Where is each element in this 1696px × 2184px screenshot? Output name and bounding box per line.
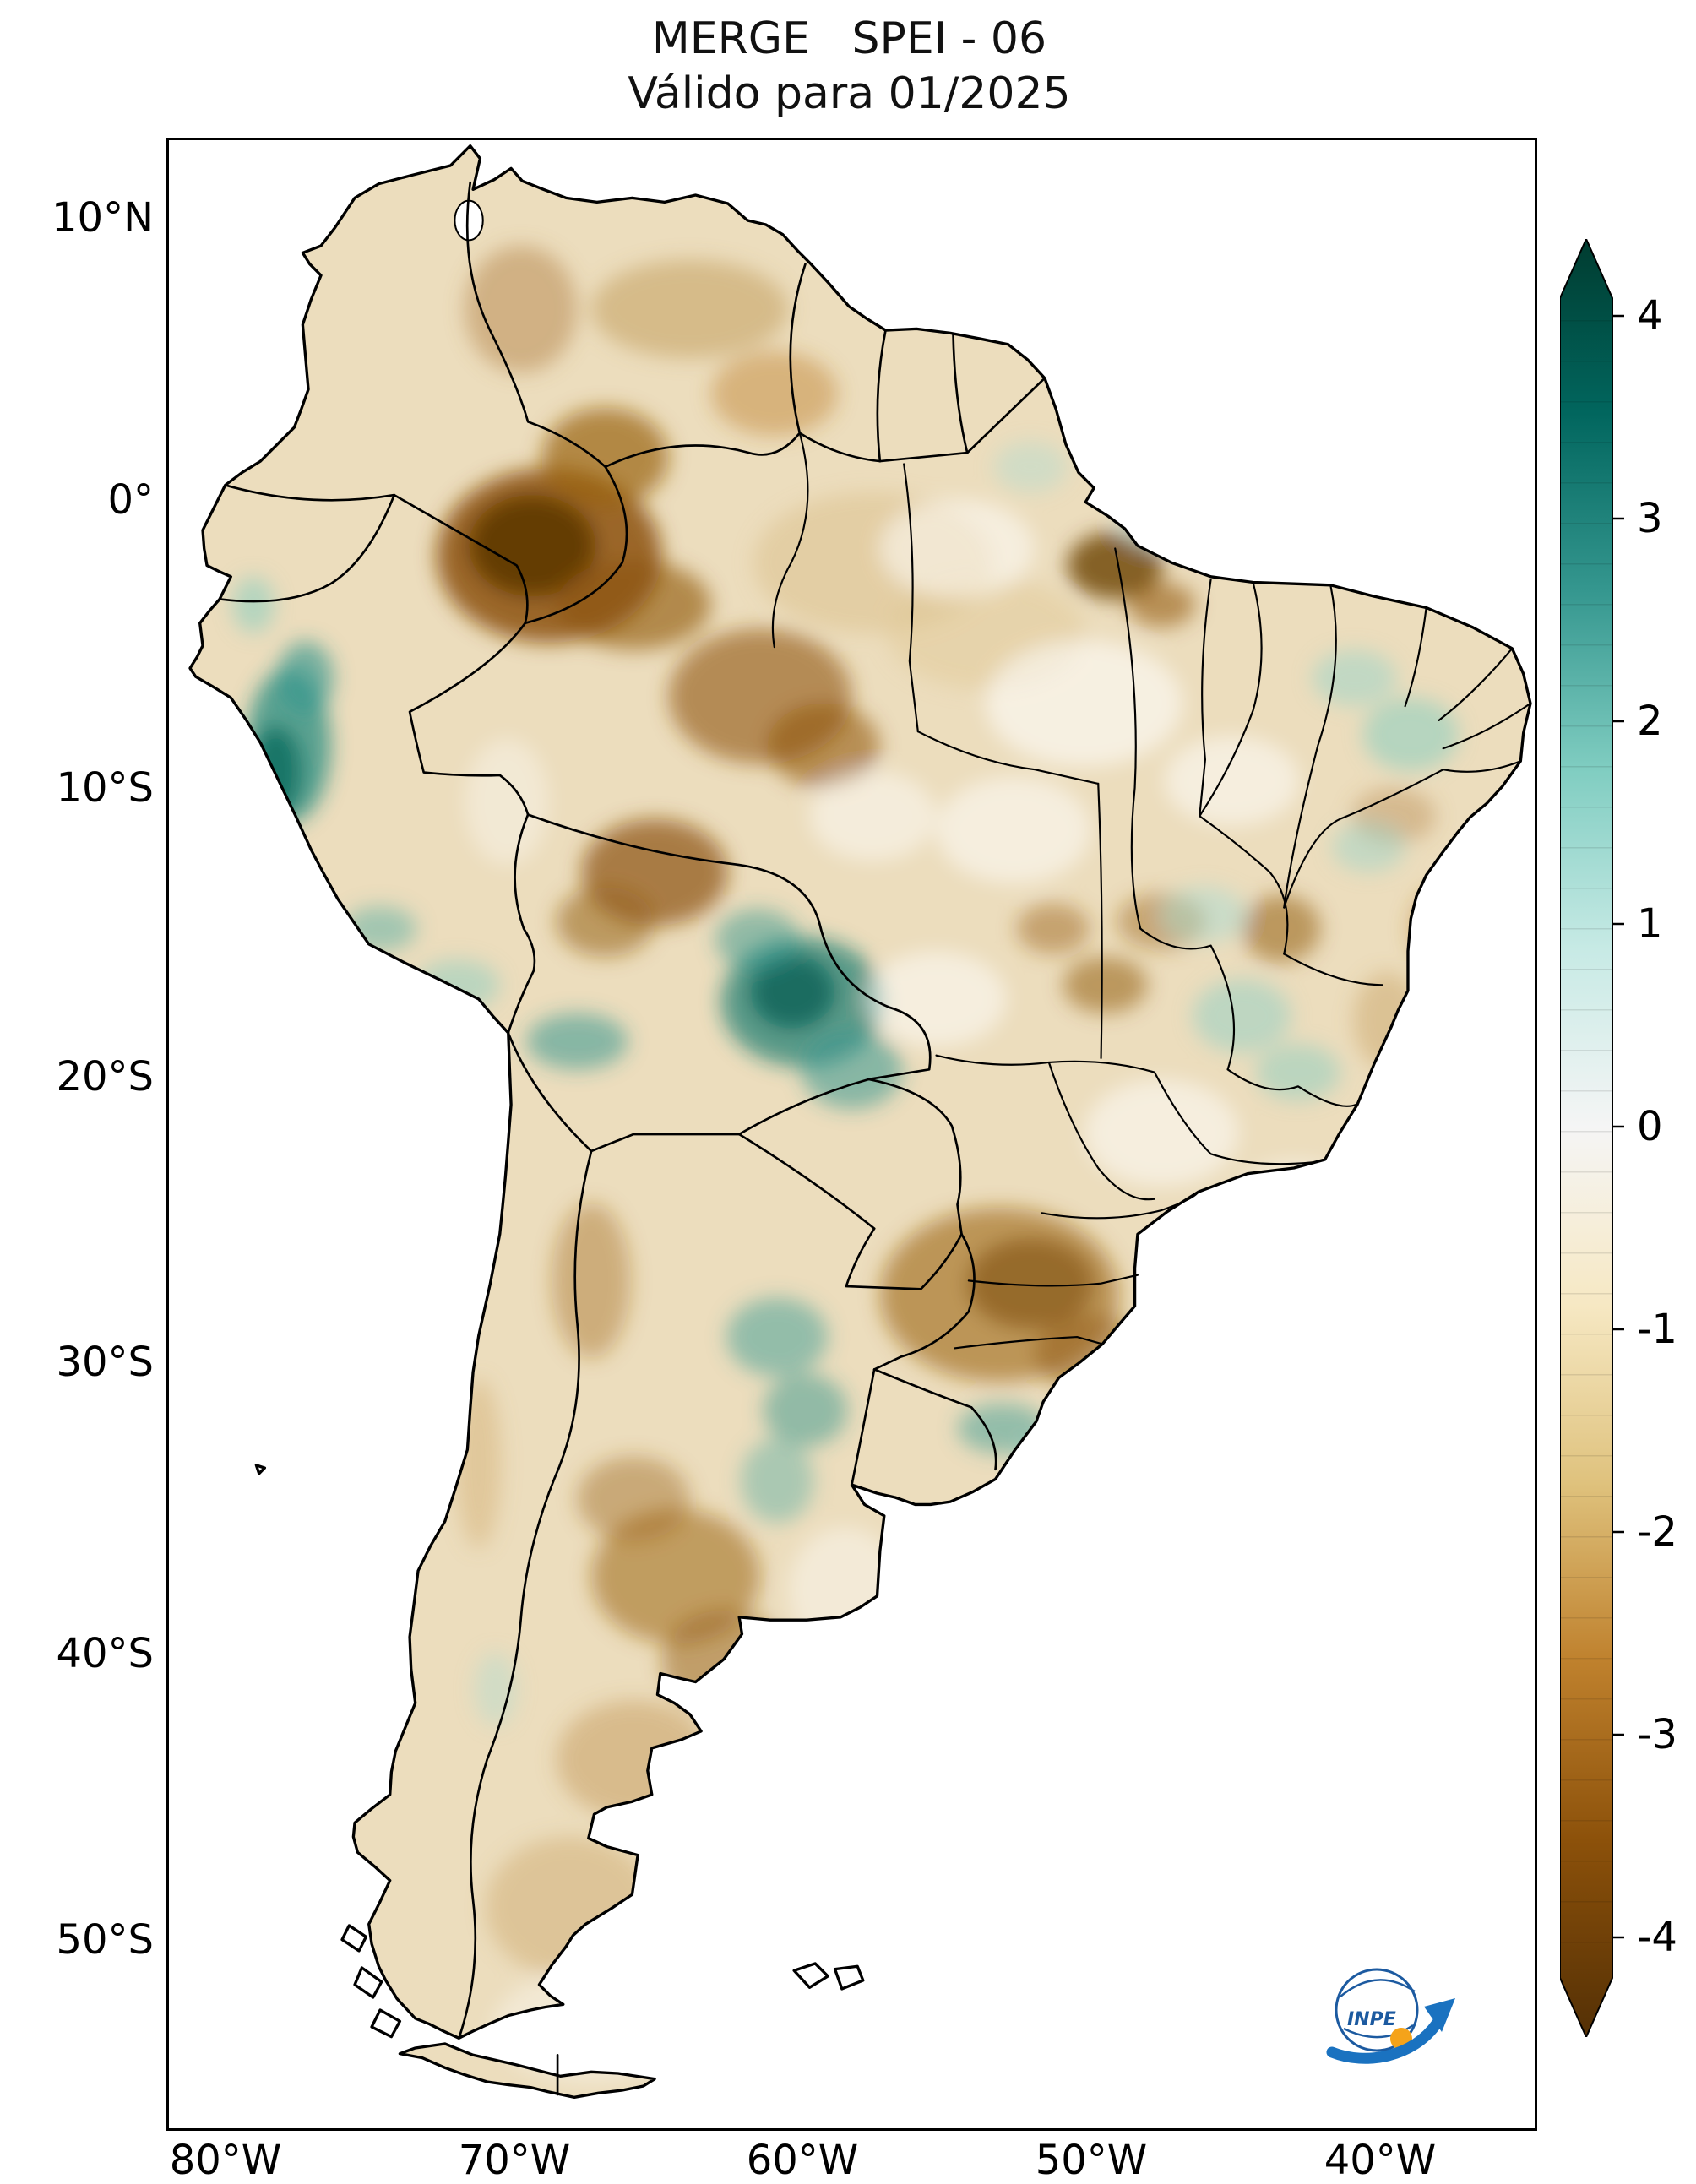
colorbar-segments xyxy=(1561,298,1612,1978)
inpe-swoosh-arrow xyxy=(1326,2018,1443,2064)
colorbar-tick-label: 2 xyxy=(1637,698,1663,745)
inpe-orbit-arc xyxy=(1340,1979,1416,1997)
colorbar-tick-label: 0 xyxy=(1637,1103,1663,1150)
colorbar-tick-marks xyxy=(1612,314,1624,1939)
colorbar-tick-label: -3 xyxy=(1637,1711,1677,1758)
colorbar-graphic xyxy=(1559,236,1624,2040)
y-axis-tick-label: 0° xyxy=(107,476,154,524)
inpe-logo-graphic: INPE xyxy=(1326,1968,1455,2064)
colorbar-tick-label: 4 xyxy=(1637,292,1663,340)
figure-title: MERGE SPEI - 06 Válido para 01/2025 xyxy=(166,12,1532,122)
south-america-map xyxy=(169,140,1535,2128)
x-axis-tick-label: 40°W xyxy=(1324,2137,1437,2184)
title-line-1: MERGE SPEI - 06 xyxy=(651,14,1047,64)
x-axis-tick-label: 70°W xyxy=(458,2137,571,2184)
x-axis-tick-label: 50°W xyxy=(1035,2137,1148,2184)
y-axis-tick-label: 50°S xyxy=(56,1916,154,1964)
colorbar-tick-label: 1 xyxy=(1637,900,1663,948)
colorbar-tick-label: -1 xyxy=(1637,1306,1677,1353)
colorbar xyxy=(1559,236,1624,2040)
x-axis-tick-label: 60°W xyxy=(746,2137,859,2184)
coastline xyxy=(188,144,1532,2099)
map-canvas: INPE xyxy=(166,138,1537,2131)
y-axis-tick-label: 20°S xyxy=(56,1053,154,1100)
y-axis-tick-label: 10°N xyxy=(52,194,154,242)
x-axis-tick-label: 80°W xyxy=(169,2137,282,2184)
y-axis-tick-label: 10°S xyxy=(56,764,154,812)
country-borders xyxy=(218,181,1046,2096)
inpe-logo-text: INPE xyxy=(1347,2009,1396,2030)
title-line-2: Válido para 01/2025 xyxy=(628,68,1071,119)
colorbar-tick-label: -4 xyxy=(1637,1914,1677,1961)
y-axis-tick-label: 30°S xyxy=(56,1339,154,1386)
colorbar-tick-label: 3 xyxy=(1637,495,1663,542)
y-axis-tick-label: 40°S xyxy=(56,1630,154,1677)
colorbar-tick-label: -2 xyxy=(1637,1508,1677,1556)
inpe-arrowhead xyxy=(1424,1998,1455,2032)
state-borders xyxy=(771,432,1532,1350)
inpe-logo: INPE xyxy=(1313,1954,1465,2074)
